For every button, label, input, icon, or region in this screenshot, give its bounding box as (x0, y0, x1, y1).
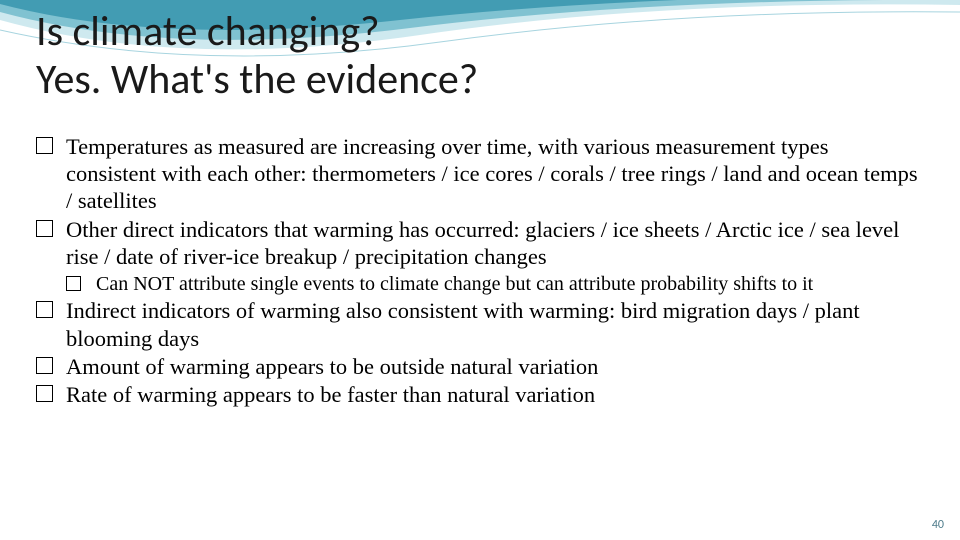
title-line-1: Is climate changing? (36, 6, 380, 57)
bullet-item: Temperatures as measured are increasing … (36, 133, 924, 215)
bullet-item: Other direct indicators that warming has… (36, 216, 924, 296)
bullet-item: Rate of warming appears to be faster tha… (36, 381, 924, 408)
bullet-text: Amount of warming appears to be outside … (66, 354, 598, 379)
sub-bullet-text: Can NOT attribute single events to clima… (96, 273, 813, 295)
bullet-text: Rate of warming appears to be faster tha… (66, 382, 595, 407)
slide-title: Is climate changing? Yes. What's the evi… (36, 8, 924, 105)
sub-bullet-item: Can NOT attribute single events to clima… (66, 272, 924, 296)
bullet-text: Other direct indicators that warming has… (66, 217, 899, 269)
bullet-text: Indirect indicators of warming also cons… (66, 298, 860, 350)
sub-bullet-list: Can NOT attribute single events to clima… (66, 272, 924, 296)
slide-number: 40 (932, 518, 944, 532)
bullet-text: Temperatures as measured are increasing … (66, 134, 918, 214)
title-line-2: Yes. What's the evidence? (36, 54, 478, 105)
bullet-item: Indirect indicators of warming also cons… (36, 297, 924, 352)
bullet-list: Temperatures as measured are increasing … (36, 133, 924, 409)
bullet-item: Amount of warming appears to be outside … (36, 353, 924, 380)
